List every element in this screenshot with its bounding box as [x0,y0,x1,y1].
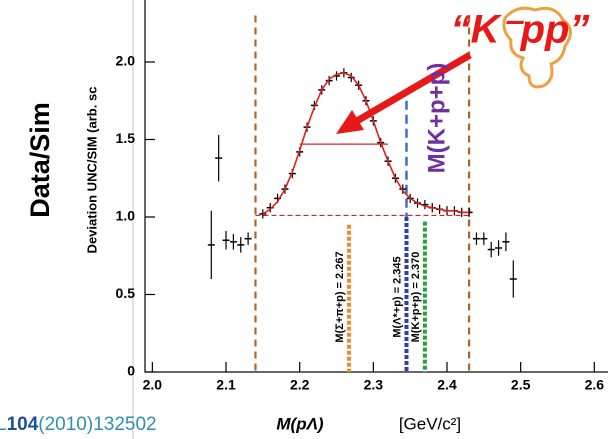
x-tick-label: 2.3 [364,377,384,393]
x-tick-label: 2.5 [511,377,531,393]
left-label: Data/Sim [25,102,55,218]
threshold-label: M(Σ+π+p) = 2.267 [334,251,346,342]
y-tick-label: 0.5 [116,285,136,301]
reference-rest: (2010)132502 [38,414,156,435]
y-tick-label: 2.0 [116,53,136,69]
x-axis-unit: [GeV/c²] [399,414,461,433]
x-tick-label: 2.6 [585,377,605,393]
x-axis-title: M(pΛ) [276,414,324,433]
plot-area: 0 0.5 1.0 1.5 2.0 2.0 2.1 2.2 2.3 2.4 2.5 2.6 M(Σ+π+… [116,0,608,393]
x-tick-label: 2.2 [290,377,310,393]
fit-line [262,72,470,215]
chart-title: “K⁻pp” [451,8,590,52]
y-tick-label: 1.0 [116,208,136,224]
y-tick-label: 0 [127,363,135,379]
threshold-label: M(Λ*+p) = 2.345 [391,256,403,337]
x-tick-label: 2.0 [143,377,163,393]
y-axis-title: Deviation UNC/SIM (arb. sc [84,87,99,254]
arrow-head [336,110,364,134]
y-tick-label: 1.5 [116,130,136,146]
mass-label: M(K+p+p) [423,63,450,174]
reference-prefix: L [0,414,7,435]
reference: L104(2010)132502 [0,414,157,435]
reference-volume: 104 [7,414,39,435]
plot-frame [144,0,608,373]
x-tick-label: 2.1 [216,377,236,393]
x-tick-label: 2.4 [437,377,457,393]
threshold-label: M(K+p+p) = 2.370 [410,252,422,343]
arrow [348,51,472,129]
question-blob [502,6,572,89]
